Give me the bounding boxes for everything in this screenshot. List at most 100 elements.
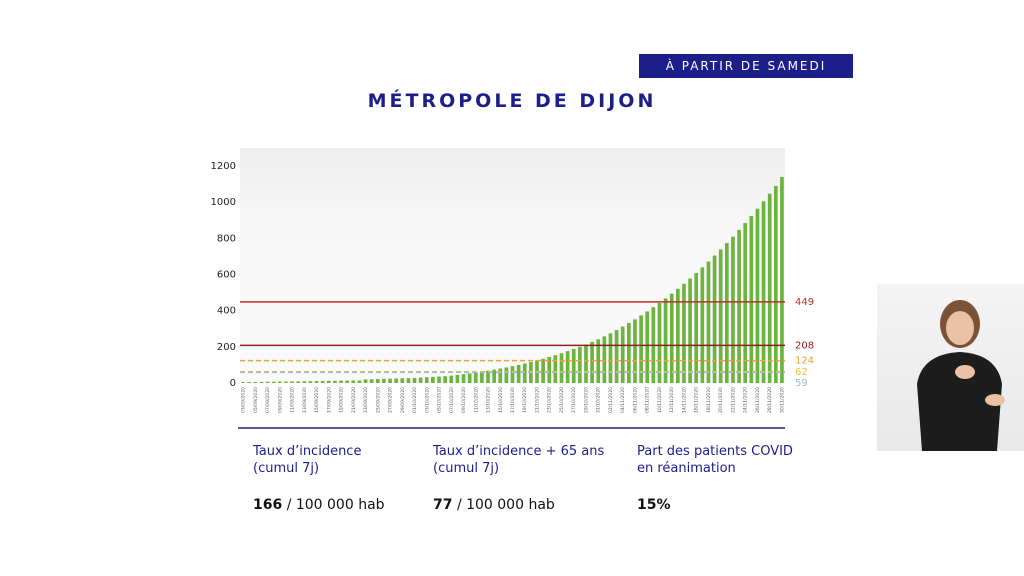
- bar: [743, 223, 748, 383]
- x-tick-label: 30/11/2020: [779, 387, 785, 413]
- bar: [571, 349, 576, 383]
- bar: [565, 351, 570, 383]
- bar: [749, 215, 754, 383]
- bar: [284, 381, 288, 383]
- bar: [645, 311, 650, 383]
- bar: [712, 255, 717, 383]
- bar: [761, 201, 766, 383]
- bar: [755, 208, 760, 383]
- bar: [578, 346, 582, 383]
- bar: [584, 344, 588, 383]
- stat-number: 15%: [637, 497, 671, 513]
- bar: [559, 353, 564, 383]
- y-tick-label: 600: [217, 270, 236, 281]
- x-tick-label: 29/10/2020: [583, 387, 589, 413]
- x-tick-label: 22/11/2020: [730, 387, 736, 413]
- x-tick-label: 11/09/2020: [290, 387, 296, 413]
- bar: [259, 381, 264, 383]
- bar: [382, 378, 386, 383]
- bar: [639, 315, 643, 383]
- stat-value: 77 / 100 000 hab: [433, 497, 604, 514]
- stat-number: 77: [433, 497, 453, 513]
- bar: [602, 336, 607, 383]
- bar: [663, 298, 668, 383]
- bar: [375, 379, 380, 383]
- bar: [241, 382, 245, 383]
- bar: [676, 288, 680, 383]
- bar: [516, 364, 521, 383]
- bar: [510, 366, 515, 383]
- x-tick-label: 25/10/2020: [559, 387, 565, 413]
- x-tick-label: 27/09/2020: [388, 387, 394, 413]
- y-tick-label: 1200: [211, 161, 236, 172]
- bar: [724, 243, 729, 383]
- bar: [412, 377, 417, 383]
- bar: [547, 356, 552, 383]
- stat-unit: / 100 000 hab: [286, 497, 385, 513]
- bar: [480, 371, 484, 383]
- x-tick-label: 07/10/2020: [449, 387, 455, 413]
- bar: [406, 378, 411, 383]
- badge: À PARTIR DE SAMEDI: [639, 54, 853, 78]
- bar: [590, 341, 594, 383]
- bar: [437, 376, 441, 383]
- sign-language-video: [877, 284, 1024, 451]
- x-tick-label: 13/10/2020: [486, 387, 492, 413]
- x-tick-label: 28/11/2020: [767, 387, 773, 413]
- bar: [345, 380, 349, 383]
- bar: [504, 367, 509, 383]
- bar: [369, 379, 374, 383]
- x-tick-label: 21/10/2020: [534, 387, 540, 413]
- bar: [443, 376, 447, 383]
- x-tick-label: 13/09/2020: [302, 387, 308, 413]
- x-tick-label: 16/11/2020: [694, 387, 700, 413]
- bar: [541, 358, 545, 383]
- x-tick-label: 17/09/2020: [326, 387, 332, 413]
- y-tick-label: 400: [217, 306, 236, 317]
- x-tick-label: 03/10/2020: [424, 387, 430, 413]
- bar: [492, 369, 496, 383]
- bar: [773, 185, 778, 383]
- x-tick-label: 29/09/2020: [400, 387, 406, 413]
- bar: [688, 278, 692, 383]
- bar: [473, 372, 478, 383]
- x-tick-label: 27/10/2020: [571, 387, 577, 413]
- x-tick-label: 25/09/2020: [375, 387, 381, 413]
- x-tick-label: 02/11/2020: [608, 387, 614, 413]
- bar: [682, 283, 686, 383]
- y-tick-label: 800: [217, 233, 236, 244]
- bar: [363, 379, 368, 383]
- bar: [737, 229, 741, 383]
- stat-label: en réanimation: [637, 461, 736, 476]
- bar: [339, 380, 343, 383]
- x-tick-label: 11/10/2020: [473, 387, 479, 413]
- y-tick-label: 0: [230, 378, 236, 389]
- bar: [302, 381, 307, 383]
- bar: [522, 363, 527, 383]
- bar: [627, 322, 631, 383]
- bar: [718, 249, 723, 383]
- bar: [486, 370, 490, 383]
- bar: [706, 261, 711, 383]
- bar: [467, 373, 472, 383]
- bar: [314, 381, 319, 383]
- x-tick-label: 31/10/2020: [596, 387, 602, 413]
- bar: [669, 293, 674, 383]
- threshold-label: 124: [795, 356, 814, 367]
- threshold-label: 59: [795, 378, 808, 389]
- bar: [418, 377, 423, 383]
- x-tick-label: 04/11/2020: [620, 387, 626, 413]
- x-tick-label: 19/09/2020: [339, 387, 345, 413]
- bar: [277, 381, 282, 383]
- bar: [296, 381, 301, 383]
- x-tick-label: 26/11/2020: [755, 387, 761, 413]
- bar: [449, 375, 454, 383]
- bar: [247, 382, 252, 383]
- stat: Taux d’incidence (cumul 7j) 166 / 100 00…: [253, 443, 385, 514]
- x-tick-label: 21/09/2020: [351, 387, 357, 413]
- x-tick-label: 01/10/2020: [412, 387, 418, 413]
- bar: [731, 236, 735, 383]
- bar: [461, 374, 466, 383]
